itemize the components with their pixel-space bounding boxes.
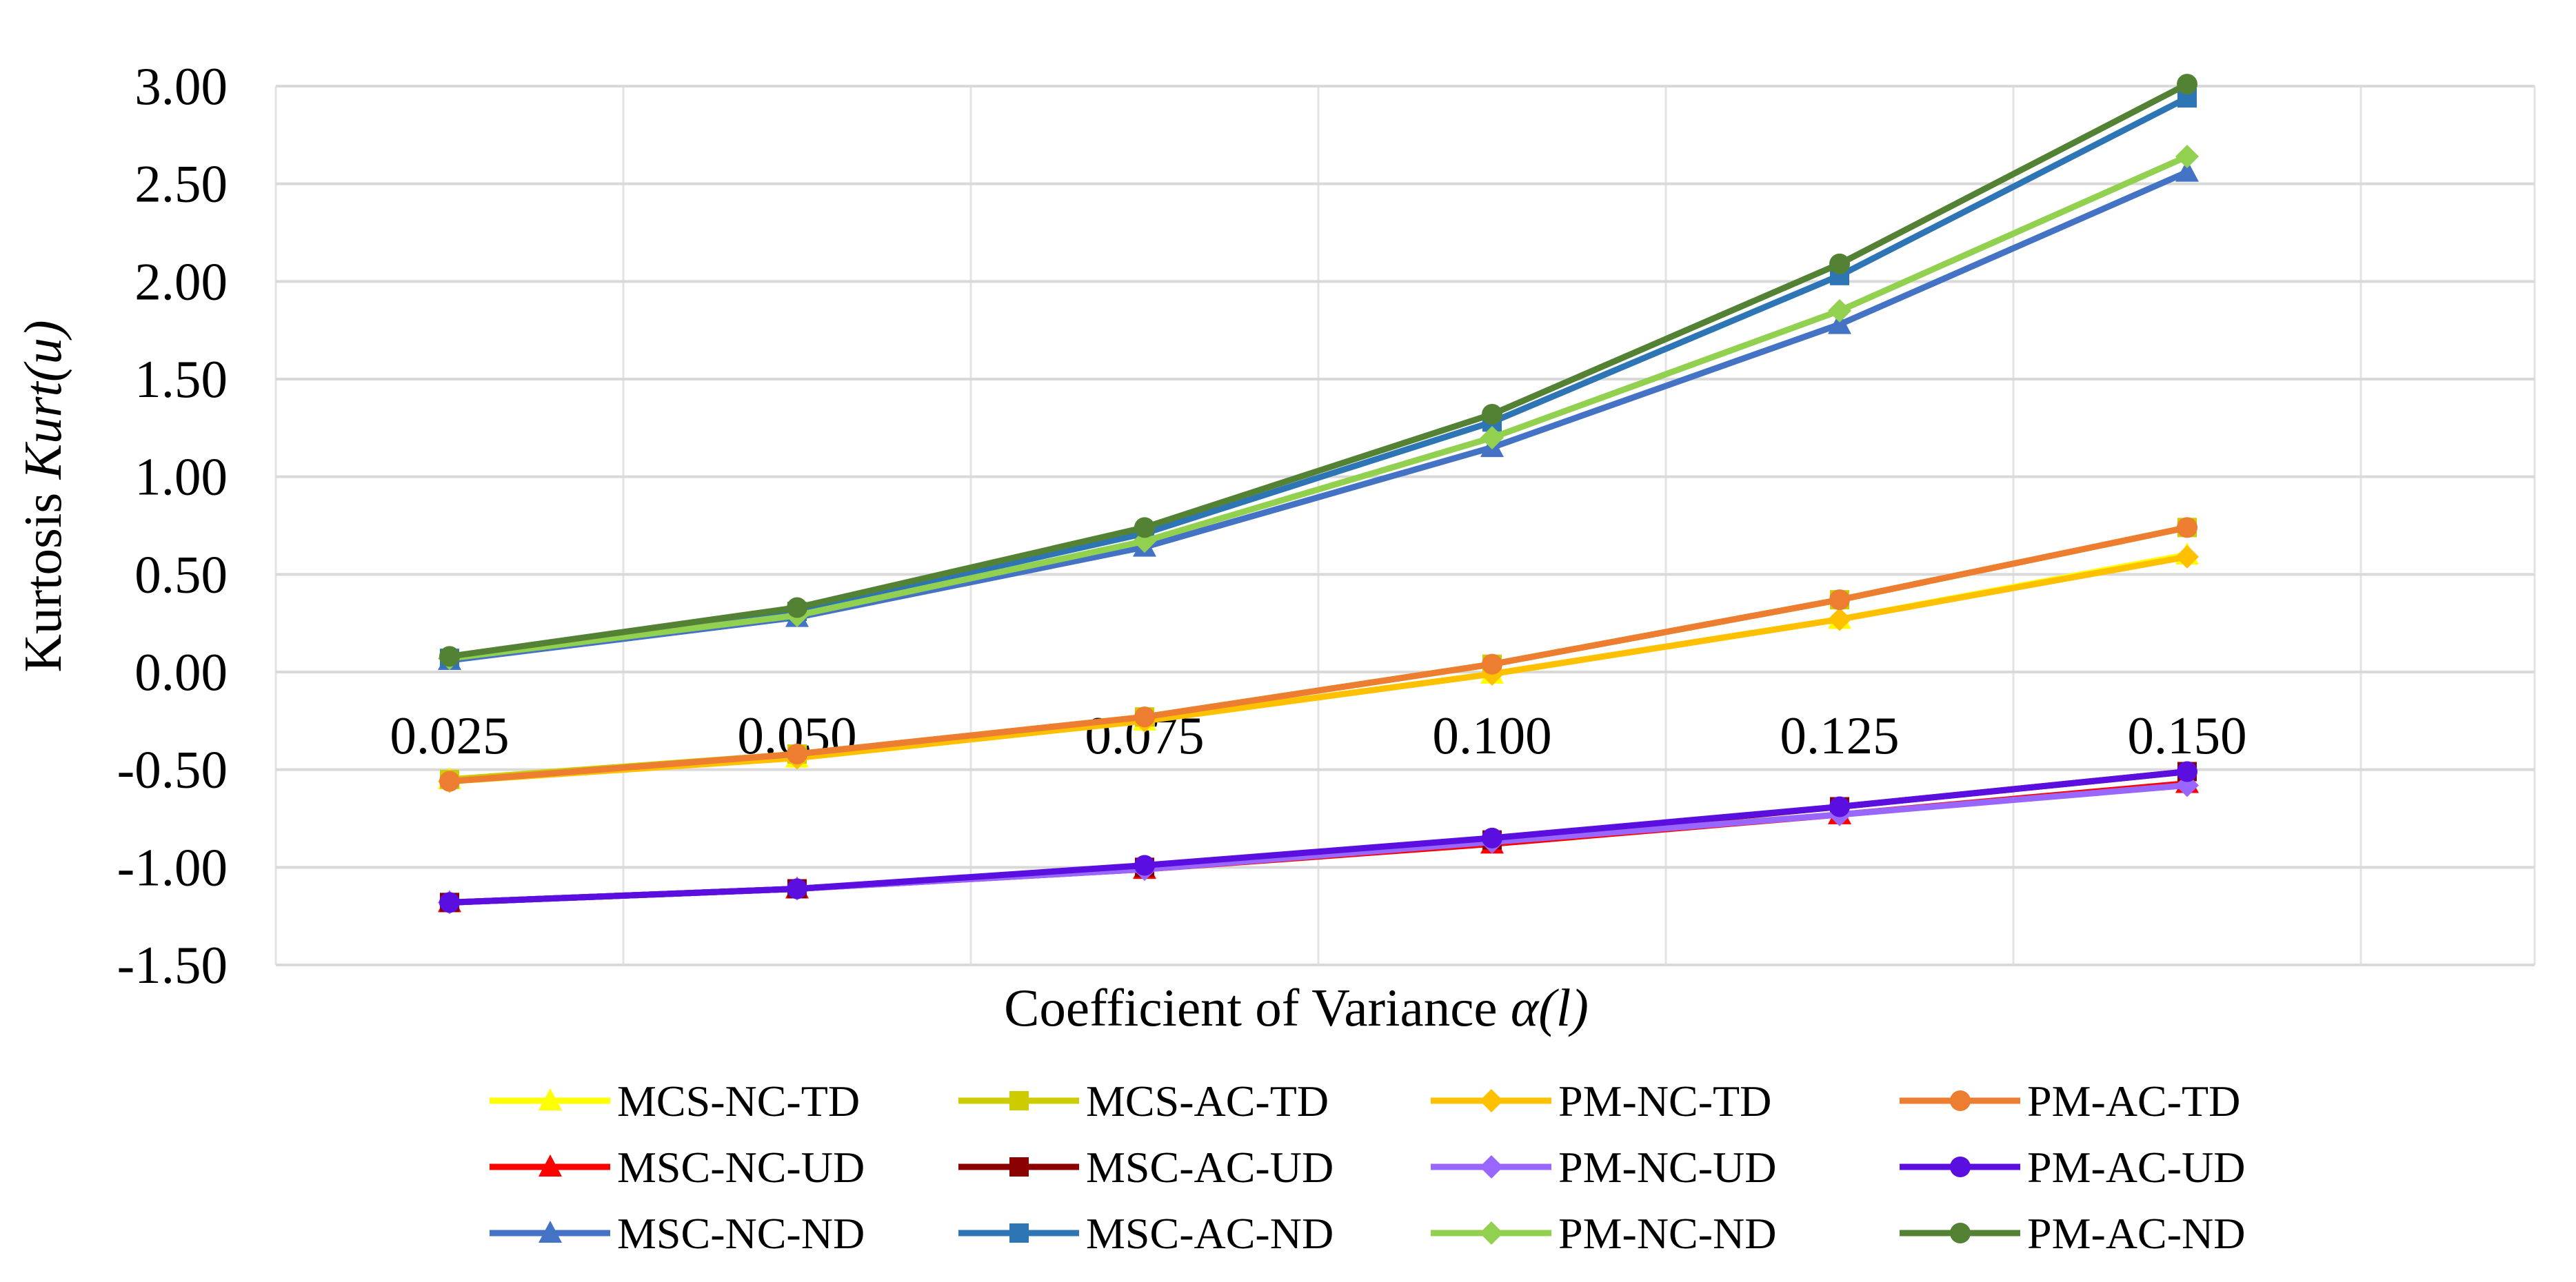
y-axis-ticks: 3.00 2.50 2.00 1.50 1.00 0.50 0.00 -0.50 -1.00 -1… [117,57,228,995]
series-line [446,94,2191,662]
legend-swatch-marker [539,1154,562,1177]
legend-label: MSC-NC-UD [617,1143,865,1192]
data-point [1828,298,1851,323]
legend-swatch-marker [539,1221,562,1243]
y-tick-label: 0.50 [134,545,228,604]
y-tick-label: -1.00 [117,837,228,897]
x-tick-label: 0.025 [390,706,509,765]
data-point [787,878,807,899]
series-pm-ac-td [439,517,2197,792]
y-tick-label: -1.50 [117,935,228,995]
data-point [1482,404,1502,425]
legend-label: MCS-AC-TD [1086,1077,1329,1126]
legend-item: PM-AC-ND [1900,1209,2245,1258]
y-tick-label: 2.50 [134,154,228,214]
legend-item: PM-NC-TD [1431,1077,1771,1126]
legend-item: MCS-AC-TD [958,1077,1329,1126]
legend-swatch-marker [1009,1157,1029,1177]
legend-label: PM-AC-ND [2027,1209,2245,1258]
legend-swatch-marker [1480,1089,1503,1112]
data-point [2177,74,2197,95]
data-point [1828,607,1851,631]
legend-item: MSC-NC-UD [490,1143,865,1192]
data-point [1134,517,1155,538]
data-point [1134,706,1155,728]
data-point [1829,796,1850,817]
legend-label: MCS-NC-TD [617,1077,860,1126]
legend-item: MSC-AC-UD [958,1143,1334,1192]
legend-swatch-marker [1950,1157,1971,1177]
data-point [439,646,460,667]
legend-label: MSC-AC-ND [1086,1209,1334,1258]
y-tick-label: 2.00 [134,252,228,311]
data-point [2175,159,2199,182]
legend-label: MSC-NC-ND [617,1209,865,1258]
legend-label: PM-AC-UD [2027,1143,2245,1192]
data-point [439,892,460,913]
chart-series [438,74,2199,915]
legend-item: PM-AC-UD [1900,1143,2245,1192]
series-line [446,153,2191,662]
data-point [1482,653,1502,675]
data-point [787,597,807,618]
legend-item: PM-NC-UD [1431,1143,1776,1192]
legend-item: MSC-NC-ND [490,1209,865,1258]
legend-swatch-marker [1950,1090,1971,1111]
series-line [446,553,2191,785]
x-tick-label: 0.125 [1780,706,1899,765]
data-point [2175,145,2199,168]
legend-item: PM-AC-TD [1900,1077,2240,1126]
data-point [1829,253,1850,274]
legend-item: PM-NC-ND [1431,1209,1776,1258]
y-tick-label: 1.50 [134,349,228,409]
y-axis-label: Kurtosis Kurt(u) [13,320,72,672]
series-pm-ac-ud [439,761,2197,913]
y-tick-label: -0.50 [117,740,228,800]
data-point [1134,855,1155,876]
y-tick-label: 0.00 [134,642,228,702]
legend-swatch-marker [1009,1223,1029,1243]
legend-label: PM-AC-TD [2027,1077,2240,1126]
data-point [1480,426,1504,449]
legend-label: PM-NC-ND [1558,1209,1776,1258]
legend-swatch-marker [1480,1221,1503,1245]
x-axis-label: Coefficient of Variance α(l) [1004,978,1589,1037]
x-tick-label: 0.150 [2127,706,2246,765]
legend-label: PM-NC-UD [1558,1143,1776,1192]
y-tick-label: 1.00 [134,447,228,507]
data-point [2177,517,2197,538]
legend-item: MSC-AC-ND [958,1209,1334,1258]
x-tick-label: 0.100 [1432,706,1551,765]
series-line [446,524,2191,785]
data-point [2175,545,2199,569]
legend-swatch-marker [1009,1091,1029,1110]
data-point [2177,761,2197,782]
legend-swatch-marker [1950,1223,1971,1243]
y-tick-label: 3.00 [134,57,228,116]
series-line [446,81,2191,660]
legend-item: MCS-NC-TD [490,1077,860,1126]
legend-label: MSC-AC-UD [1086,1143,1334,1192]
legend-swatch-marker [1480,1155,1503,1179]
series-line [446,769,2191,906]
data-point [1828,312,1851,334]
series-pm-ac-nd [439,74,2197,667]
data-point [1829,589,1850,611]
legend-swatch-marker [539,1088,562,1110]
data-point [787,744,807,764]
data-point [439,771,460,792]
data-point [1482,827,1502,848]
legend-label: PM-NC-TD [1558,1077,1771,1126]
chart-legend: MCS-NC-TD MCS-AC-TD PM-NC-TD PM-AC-TD MSC-NC… [490,1077,2245,1258]
